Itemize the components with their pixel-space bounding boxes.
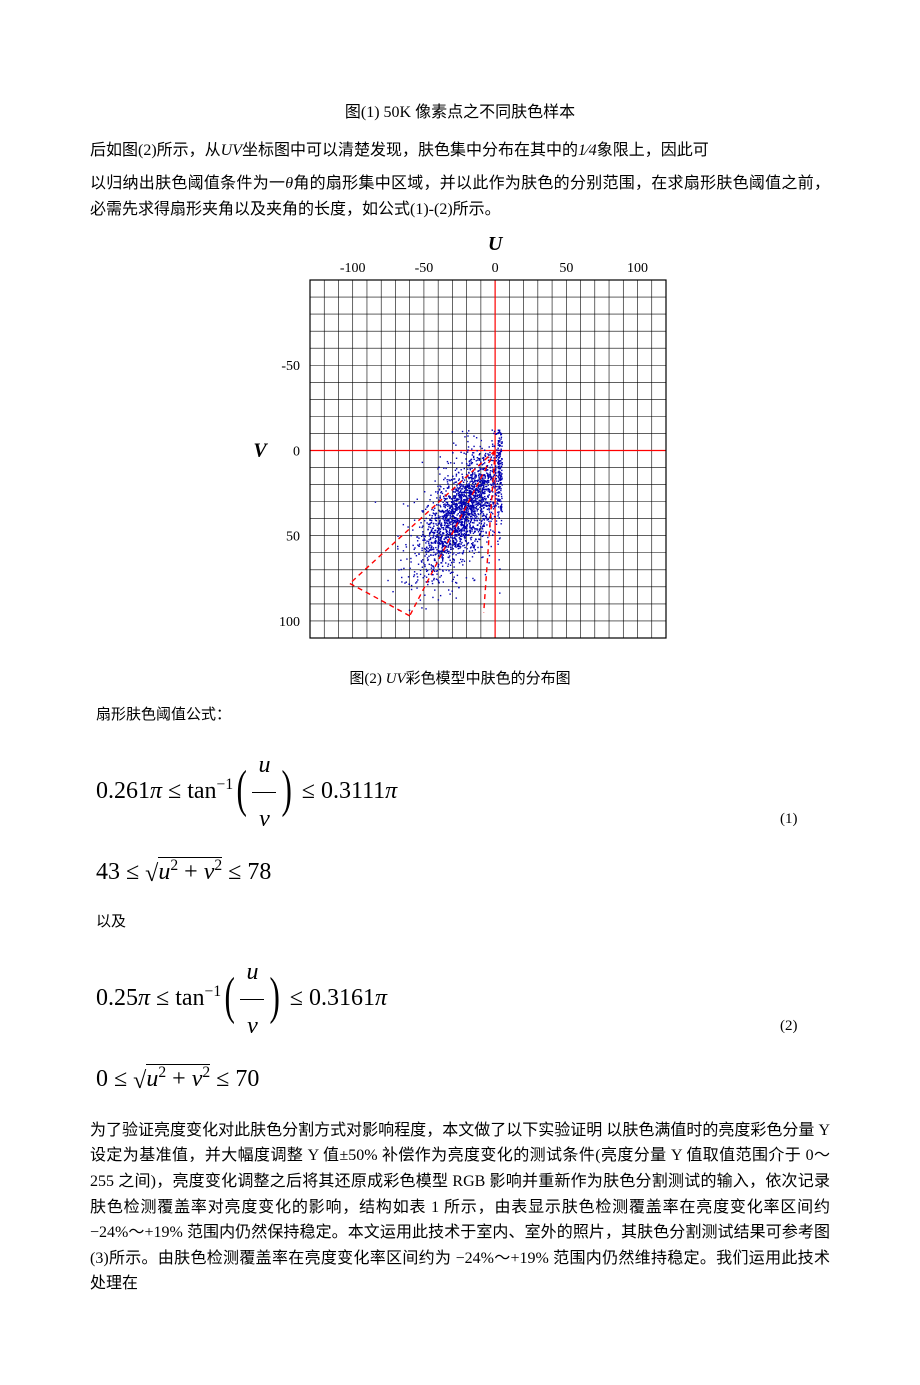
lparen2-icon: ( (225, 974, 235, 1021)
cap2-b: 彩色模型中肤色的分布图 (406, 671, 571, 687)
root-icon: √ (145, 861, 158, 887)
f2-b: 0.3161 (309, 985, 375, 1011)
svg-text:-100: -100 (340, 261, 366, 276)
f2-le2: ≤ (284, 985, 309, 1011)
svg-text:100: 100 (279, 615, 300, 630)
theta-symbol: θ (285, 175, 293, 192)
f2-sup: −1 (205, 983, 222, 1000)
f2-u2: u (146, 1066, 158, 1092)
f2-sqrt: u2 + v2 (146, 1064, 210, 1092)
f1-row1: 0.261π ≤ tan−−11(uv) ≤ 0.3111π (96, 739, 397, 846)
f1-u2: u (158, 859, 170, 885)
f2-v: v (240, 1000, 264, 1053)
paragraph-2: 以归纳出肤色阈值条件为一θ角的扇形集中区域，并以此作为肤色的分别范围，在求扇形肤… (90, 171, 830, 222)
frac-d: 4 (589, 142, 597, 159)
and-label: 以及 (96, 910, 830, 934)
f1-le2: ≤ (296, 778, 321, 804)
uv-italic: UV (221, 142, 242, 159)
f1r2-a: 43 ≤ (96, 859, 145, 885)
f1-b: 0.3111 (321, 778, 385, 804)
uv-scatter-chart: -100 -50 0 50 100 -50 0 50 100 U V (240, 232, 680, 652)
eq-label-2: (2) (750, 1014, 830, 1038)
svg-text:U: U (488, 233, 504, 255)
svg-text:50: 50 (559, 261, 573, 276)
caption-fig1: 图(1) 50K 像素点之不同肤色样本 (90, 100, 830, 126)
f1-plus: + (178, 859, 204, 885)
p1-text-b: 坐标图中可以清楚发现，肤色集中分布在其中的 (242, 142, 578, 159)
f1-tan: tan (187, 778, 216, 804)
lparen-icon: ( (237, 767, 247, 814)
p1-text-a: 后如图(2)所示，从 (90, 142, 221, 159)
f1-sup: −−11 (217, 776, 234, 793)
f2-tan: tan (175, 985, 204, 1011)
p2-a: 以归纳出肤色阈值条件为一 (90, 175, 285, 192)
f1-v: v (252, 793, 276, 846)
formula-title: 扇形肤色阈值公式： (96, 703, 830, 727)
f2-v2: v (192, 1066, 203, 1092)
f2-pi1: π (138, 985, 150, 1011)
f1-u: u (252, 739, 276, 793)
f2-row2: 0 ≤ √u2 + v2 ≤ 70 (96, 1053, 387, 1106)
f2r2-a: 0 ≤ (96, 1066, 133, 1092)
svg-text:-50: -50 (281, 360, 300, 375)
one-quarter-frac: 1⁄4 (578, 142, 597, 159)
caption-fig2: 图(2) UV彩色模型中肤色的分布图 (90, 667, 830, 691)
formula-2: 0.25π ≤ tan−1(uv) ≤ 0.3161π 0 ≤ √u2 + v2… (90, 946, 387, 1105)
f1-v2: v (204, 859, 215, 885)
f2-u: u (240, 946, 264, 1000)
f1-frac: uv (252, 739, 276, 846)
f1-pi1: π (150, 778, 162, 804)
f2-a: 0.25 (96, 985, 138, 1011)
formula-2-block: 0.25π ≤ tan−1(uv) ≤ 0.3161π 0 ≤ √u2 + v2… (90, 946, 830, 1105)
frac-n: 1 (578, 142, 586, 159)
paragraph-3: 为了验证亮度变化对此肤色分割方式对影响程度，本文做了以下实验证明 以肤色满值时的… (90, 1118, 830, 1297)
svg-text:0: 0 (492, 261, 499, 276)
svg-text:0: 0 (293, 445, 300, 460)
svg-text:100: 100 (627, 261, 648, 276)
f1-a: 0.261 (96, 778, 150, 804)
paragraph-1: 后如图(2)所示，从UV坐标图中可以清楚发现，肤色集中分布在其中的1⁄4象限上，… (90, 138, 830, 164)
cap2-uv: UV (386, 671, 406, 687)
formula-1: 0.261π ≤ tan−−11(uv) ≤ 0.3111π 43 ≤ √u2 … (90, 739, 397, 898)
formula-1-block: 0.261π ≤ tan−−11(uv) ≤ 0.3111π 43 ≤ √u2 … (90, 739, 830, 898)
f2-row1: 0.25π ≤ tan−1(uv) ≤ 0.3161π (96, 946, 387, 1053)
f1r2-b: ≤ 78 (222, 859, 271, 885)
f1-row2: 43 ≤ √u2 + v2 ≤ 78 (96, 846, 397, 899)
f2-le1: ≤ (150, 985, 175, 1011)
f1-pi2: π (385, 778, 397, 804)
f2-plus: + (166, 1066, 192, 1092)
f2-frac: uv (240, 946, 264, 1053)
svg-text:-50: -50 (415, 261, 434, 276)
f2-pi2: π (375, 985, 387, 1011)
cap2-a: 图(2) (349, 671, 385, 687)
rparen2-icon: ) (270, 974, 280, 1021)
svg-text:50: 50 (286, 530, 300, 545)
root2-icon: √ (133, 1068, 146, 1094)
p1-text-c: 象限上，因此可 (597, 142, 709, 159)
uv-chart-container: -100 -50 0 50 100 -50 0 50 100 U V (90, 232, 830, 661)
svg-text:V: V (253, 440, 268, 462)
rparen-icon: ) (282, 767, 292, 814)
f1-sqrt: u2 + v2 (158, 857, 222, 885)
f2r2-b: ≤ 70 (210, 1066, 259, 1092)
eq-label-1: (1) (750, 807, 830, 831)
f1-le1: ≤ (162, 778, 187, 804)
